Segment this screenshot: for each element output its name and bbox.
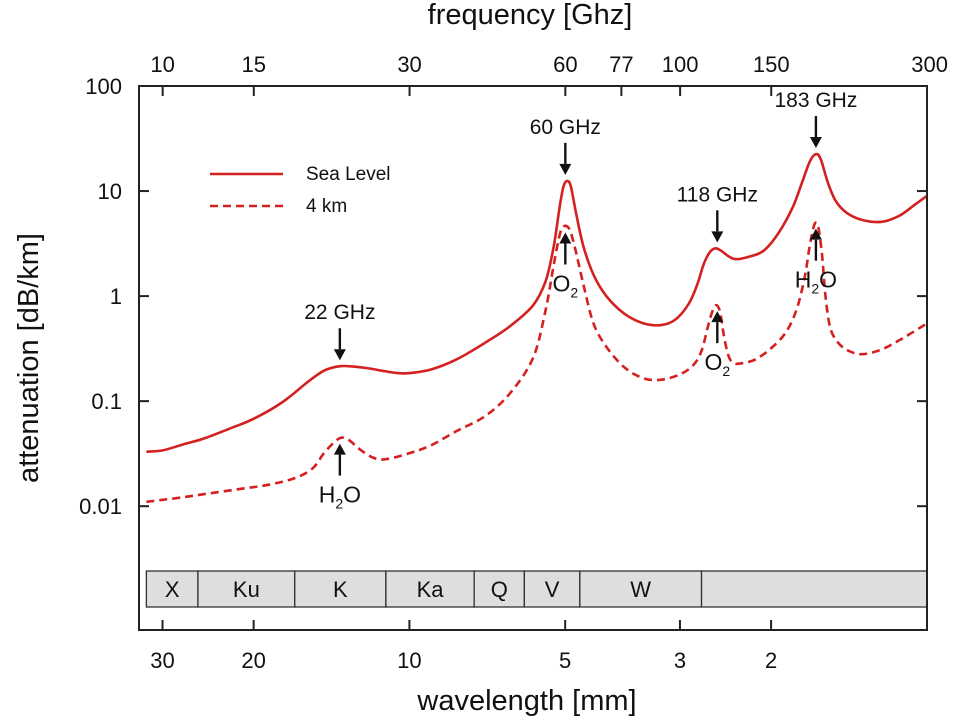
peak-label-22-ghz: 22 GHz — [304, 301, 375, 324]
band-label-q: Q — [491, 577, 508, 602]
molecule-arrow-0 — [333, 443, 346, 476]
frequency-band-strip: X Ku K Ka Q V W — [145, 570, 928, 608]
peak-arrow-22-ghz — [333, 328, 346, 361]
top-tick-label-100: 100 — [662, 52, 699, 77]
bottom-tick-label-10: 10 — [397, 648, 421, 673]
peak-arrow-183-ghz — [809, 116, 822, 149]
peak-label-183-ghz: 183 GHz — [774, 89, 857, 112]
peak-label-60-ghz: 60 GHz — [530, 116, 601, 139]
legend: Sea Level 4 km — [210, 164, 391, 217]
legend-label-sea-level: Sea Level — [306, 164, 391, 185]
band-cell-ku — [197, 570, 296, 608]
bottom-tick-label-5: 5 — [559, 648, 571, 673]
plot-frame — [138, 85, 928, 631]
top-tick-label-77: 77 — [609, 52, 633, 77]
series-lines — [146, 152, 928, 504]
band-cell-v — [523, 570, 581, 608]
bottom-tick-label-30: 30 — [150, 648, 174, 673]
molecule-label-0: H2O — [319, 482, 361, 512]
band-label-ka: Ka — [417, 577, 445, 602]
band-cell-blank — [700, 570, 928, 608]
molecule-arrow-1 — [559, 232, 572, 265]
peak-label-118-ghz: 118 GHz — [677, 183, 758, 206]
band-cell-q — [473, 570, 526, 608]
molecule-arrow-3 — [809, 228, 822, 261]
top-tick-label-30: 30 — [397, 52, 421, 77]
y-tick-label-10: 10 — [98, 179, 122, 204]
band-cell-x — [145, 570, 199, 608]
bottom-tick-label-2: 2 — [765, 648, 777, 673]
peak-arrow-60-ghz — [559, 142, 572, 175]
bottom-tick-label-20: 20 — [241, 648, 265, 673]
y-tick-label-1: 1 — [110, 284, 122, 309]
top-tick-label-10: 10 — [150, 52, 174, 77]
top-tick-label-150: 150 — [753, 52, 790, 77]
top-axis-title: frequency [Ghz] — [428, 0, 633, 31]
band-label-x: X — [165, 577, 180, 602]
series-line-sea-level — [146, 152, 928, 453]
band-cell-ka — [385, 570, 475, 608]
molecule-label-1: O2 — [552, 270, 578, 300]
band-label-ku: Ku — [233, 577, 260, 602]
molecule-label-3: H2O — [795, 267, 837, 297]
y-axis-title: attenuation [dB/km] — [13, 233, 45, 483]
y-tick-label-0-01: 0.01 — [79, 494, 122, 519]
bottom-tick-label-3: 3 — [674, 648, 686, 673]
band-label-k: K — [333, 577, 348, 602]
bottom-axis-title: wavelength [mm] — [416, 685, 636, 717]
molecule-label-2: O2 — [704, 349, 730, 379]
molecule-arrow-2 — [711, 311, 724, 344]
top-tick-label-15: 15 — [242, 52, 266, 77]
top-tick-label-300: 300 — [911, 52, 948, 77]
y-tick-label-100: 100 — [85, 74, 122, 99]
top-tick-label-60: 60 — [553, 52, 577, 77]
series-line-4-km — [146, 221, 928, 504]
axis-ticks: 10 15 30 60 77 100 150 300 30 20 10 5 3 2 100 10 1 0.1 0.0… — [79, 52, 948, 673]
legend-label-4km: 4 km — [306, 196, 347, 217]
band-label-w: W — [630, 577, 651, 602]
peak-arrow-118-ghz — [711, 210, 724, 243]
peak-annotations: 22 GHz 60 GHz 118 GHz 183 GHz H2O O2 O2 H2O — [304, 89, 857, 512]
band-cell-k — [294, 570, 387, 608]
y-tick-label-0-1: 0.1 — [91, 389, 122, 414]
band-label-v: V — [545, 577, 560, 602]
